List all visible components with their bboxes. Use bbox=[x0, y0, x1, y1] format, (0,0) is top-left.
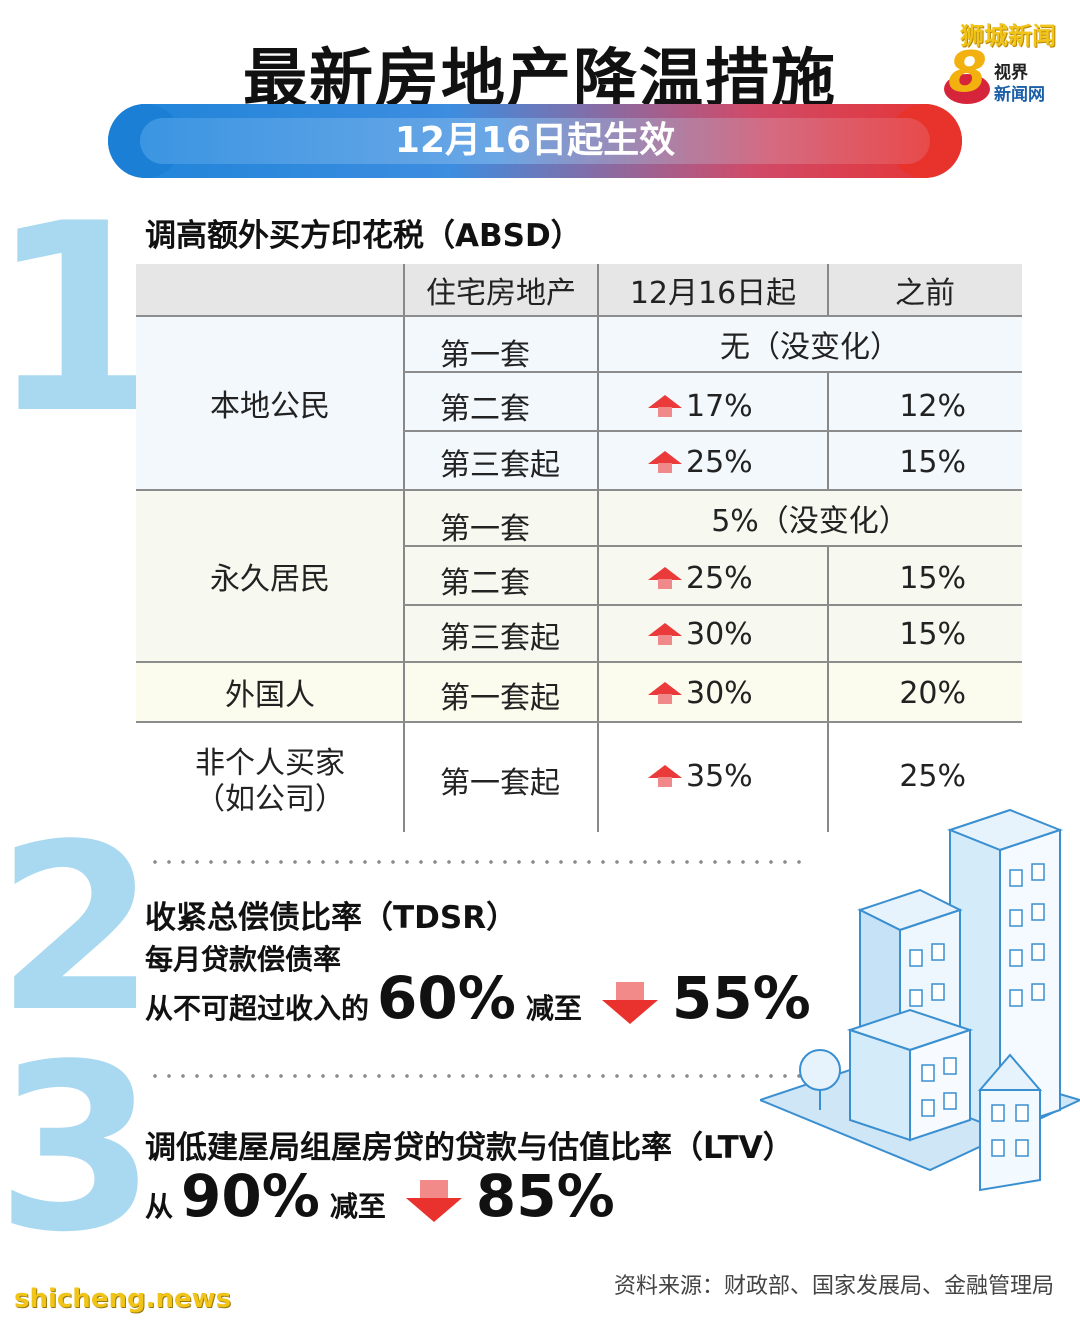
table-value: 35% bbox=[686, 758, 753, 794]
logo-line2: 视界 bbox=[994, 63, 1028, 83]
section-number-3: 3 bbox=[0, 1016, 157, 1283]
citizen-band bbox=[136, 316, 1022, 490]
grid-line bbox=[827, 546, 829, 832]
company-band bbox=[136, 722, 1022, 832]
grid-line bbox=[404, 371, 1022, 373]
date-banner-text: 12月16日起生效 bbox=[394, 120, 676, 161]
section2-title: 收紧总偿债比率（TDSR） bbox=[145, 900, 518, 936]
section2-prefix: 从不可超过收入的 bbox=[145, 992, 370, 1025]
grid-line bbox=[827, 264, 829, 316]
grid-line bbox=[404, 545, 1022, 547]
source-note: 资料来源：财政部、国家发展局、金融管理局 bbox=[613, 1274, 1054, 1299]
header-cell-blank bbox=[136, 264, 404, 316]
watermark: shicheng.news bbox=[14, 1284, 232, 1314]
pr-band bbox=[136, 490, 1022, 662]
section1-title: 调高额外买方印花税（ABSD） bbox=[145, 218, 582, 254]
table-cell-property: 第一套起 bbox=[440, 681, 560, 716]
grid-line bbox=[136, 721, 1022, 723]
table-cell-old: 15% bbox=[899, 560, 966, 596]
logo-title: 狮城新闻 bbox=[960, 22, 1056, 50]
group-foreigner: 外国人 bbox=[225, 678, 315, 713]
table-cell-new: 30% bbox=[648, 606, 753, 662]
table-cell-property: 第二套 bbox=[440, 392, 530, 427]
up-arrow-icon bbox=[648, 765, 682, 787]
up-arrow-icon bbox=[648, 451, 682, 473]
table-cell-new: 17% bbox=[648, 378, 753, 434]
table-cell-property: 第二套 bbox=[440, 566, 530, 601]
grid-line bbox=[597, 264, 599, 832]
section3-to: 85% bbox=[475, 1162, 615, 1230]
up-arrow-icon bbox=[648, 395, 682, 417]
section2-to: 55% bbox=[671, 964, 811, 1032]
header-cell-old: 之前 bbox=[828, 264, 1022, 316]
grid-line bbox=[136, 489, 1022, 491]
grid-line bbox=[136, 661, 1022, 663]
grid-line bbox=[404, 604, 1022, 606]
table-value: 17% bbox=[686, 388, 753, 424]
table-cell-old: 20% bbox=[899, 675, 966, 711]
date-banner-inner bbox=[140, 118, 930, 164]
group-company-line2: （如公司） bbox=[195, 782, 345, 817]
table-cell-property: 第一套起 bbox=[440, 766, 560, 801]
table-value: 25% bbox=[686, 560, 753, 596]
header-cell-property: 住宅房地产 bbox=[404, 264, 598, 316]
table-cell-merged: 无（没变化） bbox=[720, 330, 900, 365]
up-arrow-icon bbox=[648, 567, 682, 589]
up-arrow-icon bbox=[648, 682, 682, 704]
table-cell-property: 第三套起 bbox=[440, 448, 560, 483]
dotted-divider bbox=[148, 1074, 808, 1078]
section2-reduce: 减至 bbox=[525, 992, 582, 1025]
table-cell-old: 15% bbox=[899, 444, 966, 480]
table-cell-property: 第一套 bbox=[440, 338, 530, 373]
table-value: 30% bbox=[686, 675, 753, 711]
table-cell-new: 30% bbox=[648, 664, 753, 722]
table-cell-old: 12% bbox=[899, 388, 966, 424]
table-value: 25% bbox=[686, 444, 753, 480]
table-cell-property: 第三套起 bbox=[440, 621, 560, 656]
group-pr: 永久居民 bbox=[210, 562, 330, 597]
table-cell-property: 第一套 bbox=[440, 512, 530, 547]
section2-subtitle: 每月贷款偿债率 bbox=[145, 943, 342, 976]
group-company-line1: 非个人买家 bbox=[195, 746, 345, 781]
group-citizen: 本地公民 bbox=[210, 389, 330, 424]
grid-line bbox=[404, 430, 1022, 432]
section3-prefix: 从 bbox=[145, 1190, 174, 1223]
section3-from: 90% bbox=[181, 1162, 320, 1230]
section2-from: 60% bbox=[377, 964, 516, 1032]
grid-line bbox=[136, 315, 1022, 317]
section2-change: 从不可超过收入的 60% 减至 55% bbox=[145, 964, 821, 1032]
foreigner-band bbox=[136, 662, 1022, 722]
logo-line3: 新闻网 bbox=[994, 85, 1045, 105]
table-cell-old: 25% bbox=[899, 758, 966, 794]
table-cell-old: 15% bbox=[899, 616, 966, 652]
up-arrow-icon bbox=[648, 623, 682, 645]
grid-line bbox=[403, 264, 405, 832]
table-cell-new: 25% bbox=[648, 550, 753, 606]
down-arrow-icon bbox=[601, 982, 658, 1024]
section3-title: 调低建屋局组屋房贷的贷款与估值比率（LTV） bbox=[145, 1130, 794, 1166]
header-cell-new: 12月16日起 bbox=[598, 264, 828, 316]
dotted-divider bbox=[148, 860, 808, 864]
down-arrow-icon bbox=[405, 1180, 462, 1222]
logo-circle-icon bbox=[944, 74, 990, 104]
city-buildings-illustration bbox=[760, 808, 1080, 1192]
table-cell-merged: 5%（没变化） bbox=[711, 504, 909, 539]
table-cell-new: 25% bbox=[648, 434, 753, 490]
table-cell-new: 35% bbox=[648, 748, 753, 804]
section3-change: 从 90% 减至 85% bbox=[145, 1162, 625, 1230]
section-number-2: 2 bbox=[0, 796, 157, 1063]
section3-reduce: 减至 bbox=[329, 1190, 386, 1223]
logo-digit: 8 bbox=[948, 40, 987, 105]
table-value: 30% bbox=[686, 616, 753, 652]
